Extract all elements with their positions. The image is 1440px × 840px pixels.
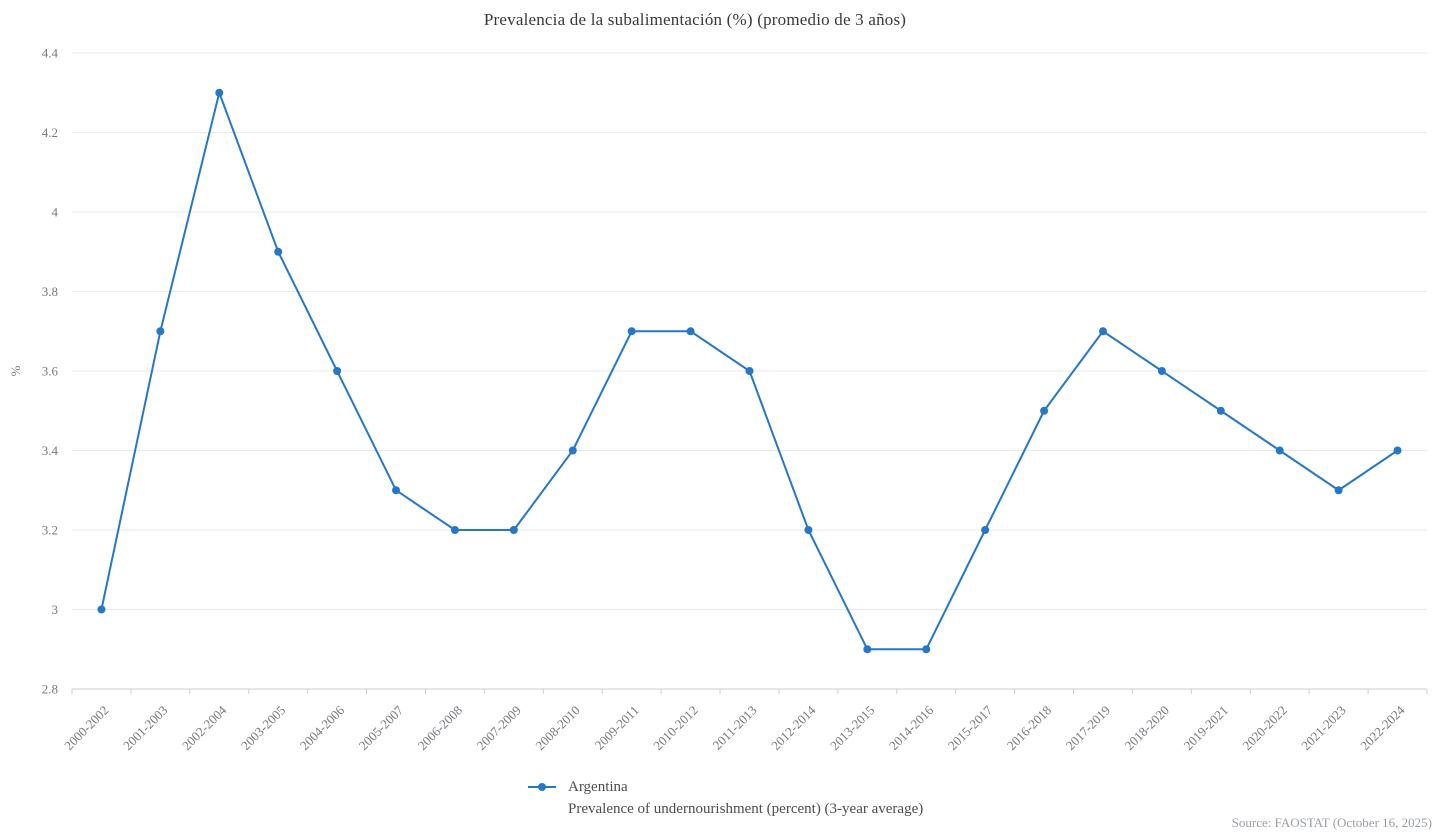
data-point-2019-2021[interactable] xyxy=(1216,406,1225,415)
y-axis-label: 2.8 xyxy=(42,682,58,697)
y-axis-label: 4 xyxy=(52,205,59,220)
y-axis-label: 3.8 xyxy=(42,284,58,299)
source-note: Source: FAOSTAT (October 16, 2025) xyxy=(1231,815,1432,830)
x-axis-label: 2018-2020 xyxy=(1122,703,1172,753)
data-point-2016-2018[interactable] xyxy=(1040,406,1049,415)
data-point-2020-2022[interactable] xyxy=(1275,446,1284,455)
x-axis-label: 2009-2011 xyxy=(592,703,642,753)
y-axis-label: 3.6 xyxy=(42,364,59,379)
x-axis-label: 2000-2002 xyxy=(61,703,111,753)
data-point-2006-2008[interactable] xyxy=(450,526,459,534)
data-point-2010-2012[interactable] xyxy=(686,327,695,336)
data-point-2005-2007[interactable] xyxy=(392,486,401,495)
data-point-2007-2009[interactable] xyxy=(509,526,518,534)
x-axis-label: 2002-2004 xyxy=(179,702,230,753)
data-point-2003-2005[interactable] xyxy=(274,247,283,256)
data-point-2017-2019[interactable] xyxy=(1098,327,1107,336)
x-axis-label: 2004-2006 xyxy=(297,702,348,753)
x-axis-label: 2022-2024 xyxy=(1357,702,1408,753)
x-axis-label: 2005-2007 xyxy=(356,702,407,753)
x-axis-label: 2010-2012 xyxy=(650,703,700,753)
y-axis-label: 4.4 xyxy=(42,46,59,61)
x-axis-label: 2017-2019 xyxy=(1063,703,1113,753)
x-axis-label: 2007-2009 xyxy=(474,703,524,753)
x-axis-label: 2019-2021 xyxy=(1180,703,1230,753)
data-point-2013-2015[interactable] xyxy=(863,645,872,654)
x-axis-label: 2015-2017 xyxy=(945,702,996,753)
line-chart-plot: 2.8 3 3.2 3.4 3.6 3.8 4 4.2 4.4% 2000-2002 2001-20… xyxy=(8,46,1428,753)
x-axis-label: 2001-2003 xyxy=(120,703,170,753)
x-axis-label: 2020-2022 xyxy=(1239,703,1289,753)
data-point-2022-2024[interactable] xyxy=(1393,446,1402,455)
data-point-2001-2003[interactable] xyxy=(156,327,165,336)
y-axis-label: 3.2 xyxy=(42,523,58,538)
x-axis-label: 2008-2010 xyxy=(532,703,582,753)
chart-title: Prevalencia de la subalimentación (%) (p… xyxy=(483,10,907,29)
y-axis-label: 4.2 xyxy=(42,125,58,140)
data-point-2018-2020[interactable] xyxy=(1157,367,1166,375)
data-point-2012-2014[interactable] xyxy=(804,526,813,534)
x-axis-label: 2016-2018 xyxy=(1004,703,1054,753)
data-point-2002-2004[interactable] xyxy=(215,88,224,97)
data-point-2015-2017[interactable] xyxy=(981,526,990,534)
legend-series-name: Argentina xyxy=(568,779,628,795)
legend-item-argentina[interactable]: Argentina Prevalence of undernourishment… xyxy=(528,776,923,820)
x-axis-label: 2006-2008 xyxy=(415,703,465,753)
x-axis-label: 2013-2015 xyxy=(827,703,877,753)
legend-series-subtitle: Prevalence of undernourishment (percent)… xyxy=(568,801,924,817)
data-point-2000-2002[interactable] xyxy=(97,605,106,614)
data-point-2014-2016[interactable] xyxy=(922,645,931,654)
x-axis-label: 2003-2005 xyxy=(238,703,288,753)
y-axis-label: 3.4 xyxy=(42,443,59,458)
data-point-2004-2006[interactable] xyxy=(333,367,342,375)
x-axis-label: 2011-2013 xyxy=(710,703,760,753)
data-point-2008-2010[interactable] xyxy=(568,446,577,455)
y-axis-title: % xyxy=(8,365,23,376)
data-point-2009-2011[interactable] xyxy=(627,327,636,336)
y-axis-label: 3 xyxy=(52,602,59,617)
data-point-2011-2013[interactable] xyxy=(745,367,754,375)
legend-line-marker-icon xyxy=(528,783,556,791)
x-axis-label: 2021-2023 xyxy=(1298,703,1348,753)
data-point-2021-2023[interactable] xyxy=(1334,486,1343,495)
x-axis-label: 2014-2016 xyxy=(886,702,937,753)
x-axis-label: 2012-2014 xyxy=(768,702,819,753)
legend-text-block: Argentina Prevalence of undernourishment… xyxy=(568,776,923,820)
